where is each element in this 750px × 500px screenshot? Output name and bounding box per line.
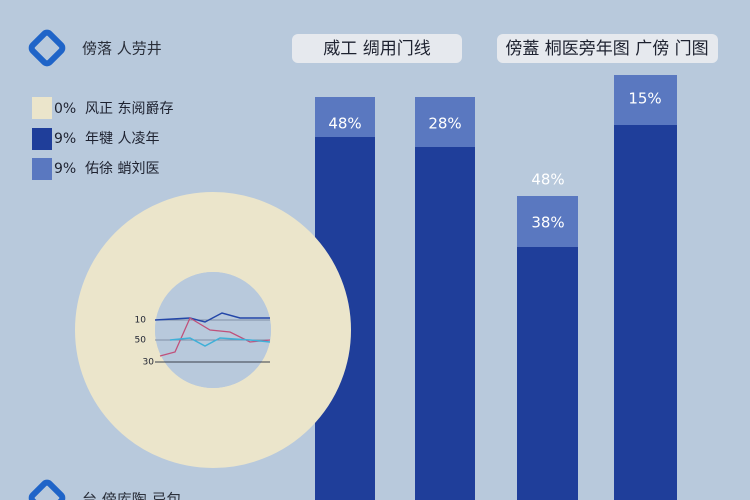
bar	[517, 247, 578, 500]
donut	[75, 192, 351, 468]
bar-cap	[315, 97, 375, 137]
bar-cap	[517, 196, 578, 247]
logo-icon	[28, 29, 66, 67]
footer-icon	[28, 479, 66, 500]
heading: 威工 绸用门线	[323, 39, 430, 59]
bar-label: 48%	[328, 115, 361, 133]
bar-above-label: 48%	[531, 171, 564, 189]
page-title: 傍落 人劳井	[82, 40, 162, 58]
heading-box	[497, 34, 718, 63]
legend-value: 9%	[54, 131, 76, 147]
inset-tick-label: 10	[135, 316, 147, 326]
legend-swatch	[32, 128, 52, 150]
bar	[614, 125, 677, 500]
legend-label: 佑徐 蛸刘医	[85, 161, 159, 177]
heading: 傍蓋 桐医旁年图 广傍 门图	[505, 39, 708, 59]
legend-swatch	[32, 97, 52, 119]
bar-label: 28%	[428, 115, 461, 133]
heading-box	[292, 34, 462, 63]
legend-value: 9%	[54, 161, 76, 177]
inset-tick-label: 50	[135, 336, 147, 346]
bar-cap	[614, 75, 677, 125]
legend-label: 年犍 人凌年	[85, 131, 159, 147]
legend-swatch	[32, 158, 52, 180]
inset-tick-label: 30	[143, 358, 155, 368]
bar-label: 38%	[531, 214, 564, 232]
legend-value: 0%	[54, 101, 76, 117]
bar-label: 15%	[628, 90, 661, 108]
footer-text: 台 傍库陶 忌包	[82, 491, 182, 500]
bar	[415, 147, 475, 500]
bar-cap	[415, 97, 475, 147]
inset-chart	[154, 312, 271, 363]
legend-label: 风正 东阅爵存	[85, 101, 173, 117]
